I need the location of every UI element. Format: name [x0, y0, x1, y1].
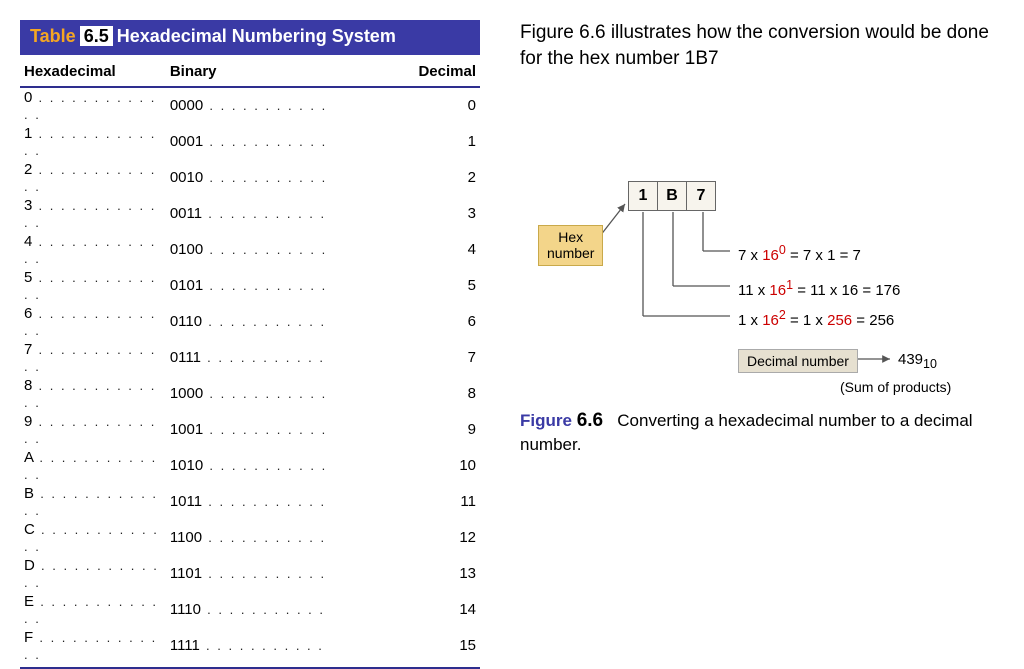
table-banner: Table6.5Hexadecimal Numbering System [20, 20, 480, 55]
col-bin: Binary [166, 55, 368, 87]
hex-digits: 1 B 7 [628, 181, 716, 211]
table-row: 3 . . . . . . . . . . . . .0011 . . . . … [20, 196, 480, 232]
hex-table: Hexadecimal Binary Decimal 0 . . . . . .… [20, 55, 480, 669]
table-row: E . . . . . . . . . . . . .1110 . . . . … [20, 592, 480, 628]
result: 43910 [898, 351, 937, 371]
table-row: D . . . . . . . . . . . . .1101 . . . . … [20, 556, 480, 592]
intro-text: Figure 6.6 illustrates how the conversio… [520, 20, 1000, 71]
digit-3: 7 [687, 182, 715, 210]
conversion-diagram: 1 B 7 Hex number 7 x 160 = 7 x 1 = 7 11 … [520, 181, 990, 401]
sum-note: (Sum of products) [840, 379, 951, 395]
table-row: 0 . . . . . . . . . . . . .0000 . . . . … [20, 87, 480, 124]
table-title: Hexadecimal Numbering System [117, 26, 396, 46]
decimal-number-label: Decimal number [738, 349, 858, 373]
table-number: 6.5 [80, 26, 113, 46]
table-row: 4 . . . . . . . . . . . . .0100 . . . . … [20, 232, 480, 268]
table-row: 2 . . . . . . . . . . . . .0010 . . . . … [20, 160, 480, 196]
table-row: C . . . . . . . . . . . . .1100 . . . . … [20, 520, 480, 556]
table-row: 8 . . . . . . . . . . . . .1000 . . . . … [20, 376, 480, 412]
table-row: 6 . . . . . . . . . . . . .0110 . . . . … [20, 304, 480, 340]
table-row: F . . . . . . . . . . . . .1111 . . . . … [20, 628, 480, 668]
hex-number-label: Hex number [538, 225, 603, 266]
calc-line-3: 1 x 162 = 1 x 256 = 256 [738, 308, 894, 329]
table-row: 1 . . . . . . . . . . . . .0001 . . . . … [20, 124, 480, 160]
calc-line-2: 11 x 161 = 11 x 16 = 176 [738, 278, 900, 299]
calc-line-1: 7 x 160 = 7 x 1 = 7 [738, 243, 861, 264]
table-row: 9 . . . . . . . . . . . . .1001 . . . . … [20, 412, 480, 448]
table-row: 7 . . . . . . . . . . . . .0111 . . . . … [20, 340, 480, 376]
col-hex: Hexadecimal [20, 55, 166, 87]
table-row: A . . . . . . . . . . . . .1010 . . . . … [20, 448, 480, 484]
table-row: 5 . . . . . . . . . . . . .0101 . . . . … [20, 268, 480, 304]
figure-caption: Figure 6.6 Converting a hexadecimal numb… [520, 409, 1000, 456]
digit-1: 1 [629, 182, 658, 210]
table-row: B . . . . . . . . . . . . .1011 . . . . … [20, 484, 480, 520]
digit-2: B [658, 182, 687, 210]
col-dec: Decimal [368, 55, 480, 87]
table-word: Table [30, 26, 76, 46]
